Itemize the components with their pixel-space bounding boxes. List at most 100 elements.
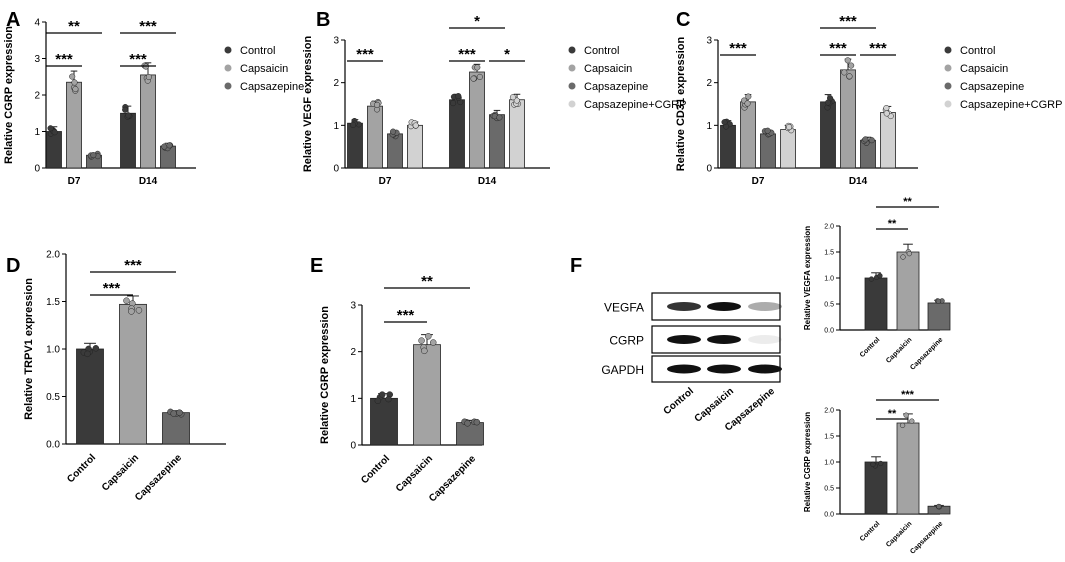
data-point [474,64,481,71]
blot-row-label: GAPDH [601,363,644,377]
significance-label: *** [829,40,847,57]
bar [76,348,104,445]
x-category-label: Capsazepine [133,452,184,503]
panel-label: E [310,255,323,277]
panel-label: A [6,9,20,31]
blot-band [707,302,741,311]
data-point [862,136,869,143]
data-point [450,100,457,107]
y-tick-label: 1 [333,121,339,132]
y-tick-label: 0 [350,441,356,452]
data-point [846,73,853,80]
bar [927,302,951,331]
bar [140,74,156,169]
y-tick-label: 0 [34,164,40,175]
x-category-label: Control [859,336,882,359]
data-point [71,79,78,86]
y-axis-title: Relative TRPV1 expression [23,278,35,420]
x-category-label: Capsaicin [885,520,913,548]
bar [46,131,62,169]
data-point [412,122,419,129]
data-point [135,307,143,314]
bar [864,461,888,515]
data-point [841,69,848,76]
x-category-label: D7 [752,176,765,187]
significance-label: *** [103,280,121,297]
data-point [476,73,483,80]
data-point [868,276,875,282]
panel-F-bottom: 0.0 0.5 1.0 1.5 2.0 Relative CGRP expression C… [803,389,951,556]
significance-label: ** [903,196,912,208]
data-point [425,333,432,340]
y-tick-label: 0.5 [46,392,60,403]
legend-label: Capsazepine [240,81,304,93]
y-tick-label: 0.5 [824,302,834,309]
legend-label: Control [960,45,995,57]
data-point [764,127,771,134]
y-tick-label: 1.0 [46,345,60,356]
bar [162,412,190,445]
data-point [47,125,54,132]
y-tick-label: 0 [706,164,712,175]
significance-label: * [474,13,480,30]
legend-label: Control [240,45,275,57]
bar [740,101,756,169]
legend-marker [944,100,952,108]
legend-label: Control [584,45,619,57]
panel-label: B [316,9,330,31]
significance-label: * [504,46,510,63]
significance-label: *** [139,18,157,35]
significance-label: *** [901,389,915,401]
x-category-label: D14 [849,176,868,187]
y-tick-label: 0.0 [824,512,834,519]
y-axis-title: Relative CGRP expression [803,412,812,512]
data-point [745,93,752,100]
significance-label: ** [421,273,433,290]
y-tick-label: 1.5 [824,250,834,257]
data-point [935,298,942,304]
y-tick-label: 1.0 [824,460,834,467]
western-blot: VEGFACGRPGAPDHControlCapsaicinCapsazepin… [601,292,782,434]
bar [840,69,856,169]
blot-band [748,335,782,344]
blot-row-label: VEGFA [604,301,644,315]
panel-label: C [676,9,690,31]
y-tick-label: 0.0 [824,328,834,335]
bar [407,124,423,169]
blot-band [667,364,701,374]
x-category-label: D14 [478,176,497,187]
legend-label: Capsaicin [960,63,1008,75]
significance-label: ** [68,18,80,35]
bar [489,114,505,169]
data-point [350,121,357,128]
x-category-label: Capsaicin [394,453,435,494]
data-point [721,119,728,126]
data-point [877,273,883,279]
x-category-label: Control [65,452,98,485]
data-point [373,101,381,108]
y-tick-label: 0.5 [824,486,834,493]
data-point [496,114,503,121]
significance-label: *** [124,257,142,274]
blot-band [748,302,782,311]
panel-label: F [570,255,582,277]
legend-label: Capsazepine+CGRP [584,99,686,111]
x-category-label: D7 [379,176,392,187]
panel-C: 0 1 2 3 Relative CD31 expression D7 D14 *** *** *… [675,13,1062,187]
y-tick-label: 2 [333,78,339,89]
y-tick-label: 3 [350,301,356,312]
legend-marker [224,82,232,90]
data-point [883,110,890,117]
significance-label: *** [869,40,887,57]
data-point [125,112,132,119]
data-point [844,57,851,64]
x-category-label: D7 [68,176,81,187]
blot-band [667,302,701,311]
significance-label: ** [888,408,897,420]
legend-marker [568,64,576,72]
y-tick-label: 1 [706,121,712,132]
significance-label: *** [129,51,147,68]
significance-label: *** [458,46,476,63]
